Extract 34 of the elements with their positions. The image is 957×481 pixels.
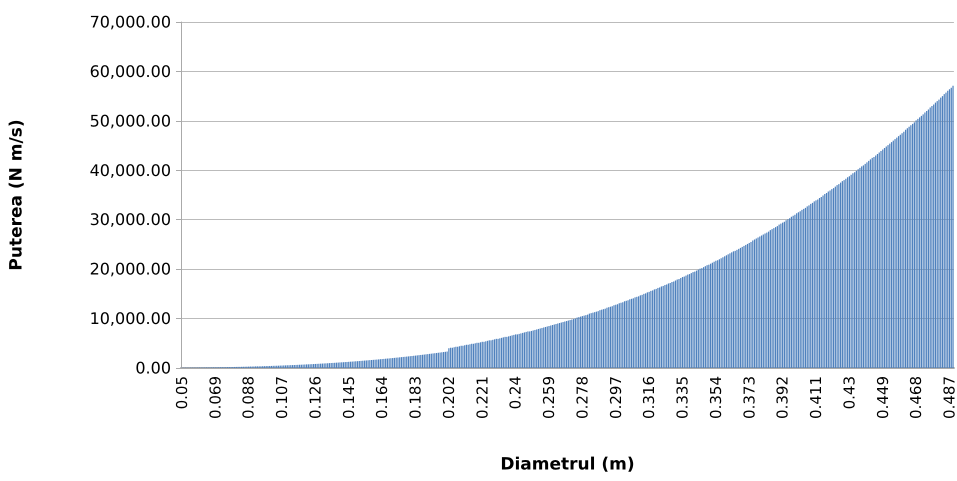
x-axis-title: Diametrul (m): [500, 454, 635, 474]
x-tick-label: 0.278: [573, 376, 592, 419]
y-tick-label: 60,000.00: [90, 62, 171, 81]
x-tick-label: 0.24: [506, 376, 525, 410]
x-tick-label: 0.373: [740, 376, 758, 419]
y-tick-label: 0.00: [135, 358, 171, 378]
x-tick-label: 0.354: [706, 376, 725, 419]
x-tick-label: 0.487: [940, 376, 957, 419]
x-tick-label: 0.107: [273, 376, 292, 419]
x-tick-label: 0.05: [172, 376, 191, 410]
y-axis-title: Puterea (N m/s): [6, 119, 26, 271]
y-tick-label: 50,000.00: [90, 111, 171, 130]
x-tick-label: 0.468: [907, 376, 926, 419]
x-tick-label: 0.202: [440, 376, 458, 419]
y-tick-label: 20,000.00: [90, 260, 171, 279]
x-tick-label: 0.069: [206, 376, 224, 419]
x-tick-label: 0.392: [774, 376, 792, 419]
x-tick-label: 0.449: [874, 376, 892, 419]
x-tick-label: 0.259: [540, 376, 558, 419]
y-tick-label: 40,000.00: [90, 160, 171, 180]
x-tick-label: 0.126: [306, 376, 324, 419]
x-tick-label: 0.335: [674, 376, 692, 419]
x-tick-label: 0.183: [406, 376, 425, 419]
x-tick-label: 0.411: [807, 376, 826, 419]
x-tick-label: 0.43: [840, 376, 858, 410]
x-tick-label: 0.316: [640, 376, 658, 419]
x-tick-label: 0.164: [373, 376, 392, 419]
y-tick-label: 10,000.00: [90, 309, 171, 328]
x-tick-label: 0.221: [473, 376, 492, 419]
x-tick-label: 0.145: [340, 376, 358, 419]
x-tick-label: 0.088: [240, 376, 258, 419]
y-tick-label: 30,000.00: [90, 210, 171, 230]
y-tick-label: 70,000.00: [90, 12, 171, 32]
x-tick-label: 0.297: [606, 376, 625, 419]
